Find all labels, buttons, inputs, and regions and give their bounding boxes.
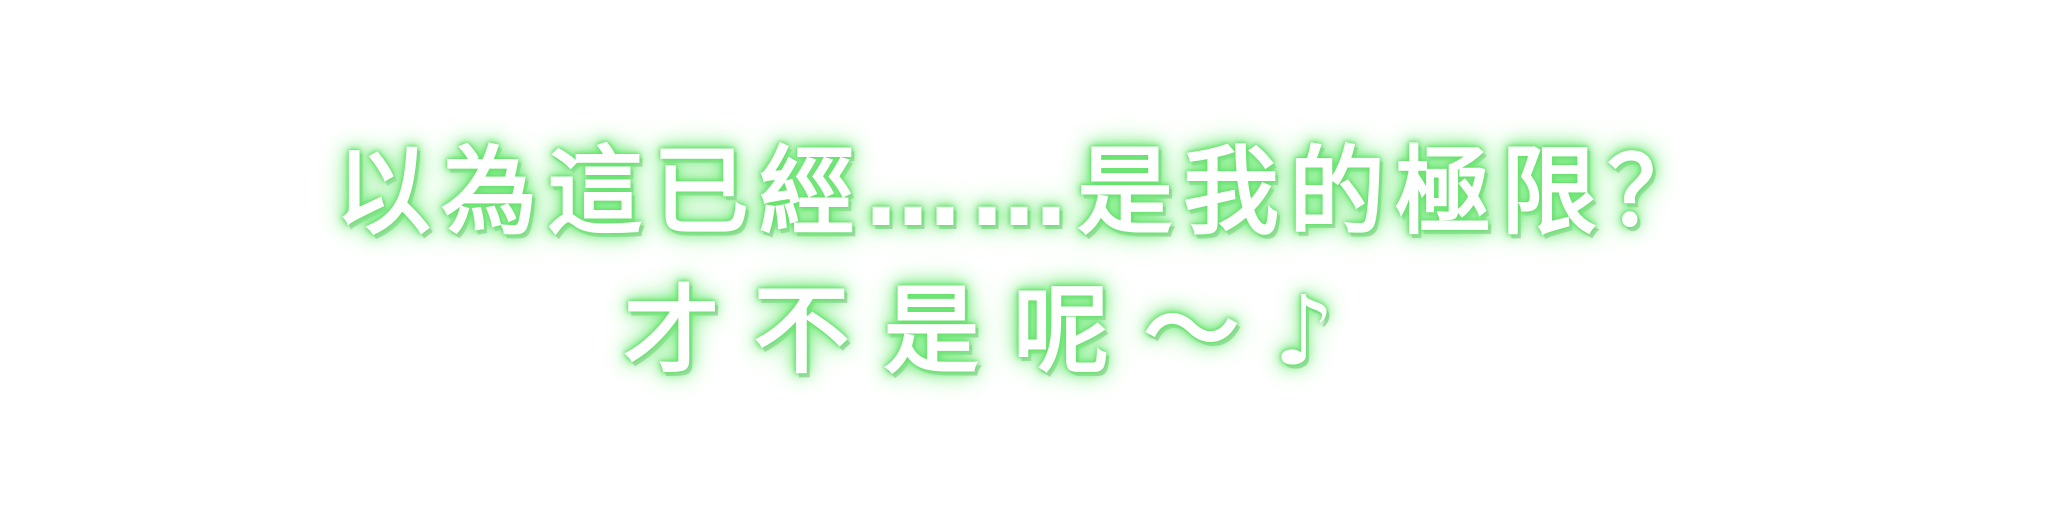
caption-line-2: 才不是呢～♪ bbox=[623, 275, 1369, 387]
caption-line-1: 以為這已經……是我的極限？ bbox=[335, 136, 1713, 248]
